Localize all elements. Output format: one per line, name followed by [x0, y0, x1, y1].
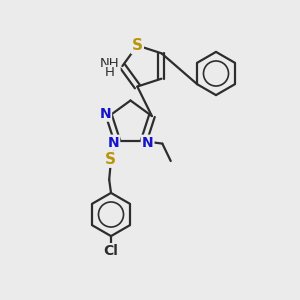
Text: S: S — [105, 152, 116, 167]
Text: H: H — [105, 66, 115, 79]
Text: N: N — [142, 136, 153, 150]
Text: N: N — [108, 136, 119, 150]
Text: NH: NH — [100, 57, 120, 70]
Text: N: N — [99, 106, 111, 121]
Text: Cl: Cl — [103, 244, 118, 258]
Text: S: S — [132, 38, 143, 53]
